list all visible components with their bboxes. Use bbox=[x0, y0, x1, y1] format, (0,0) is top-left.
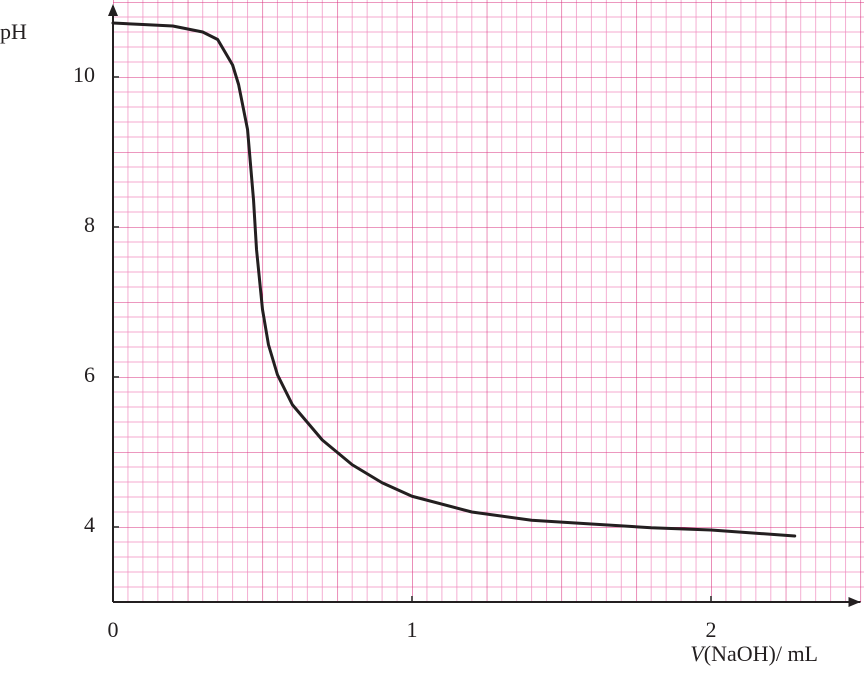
y-tick-label: 4 bbox=[84, 512, 95, 537]
x-tick-label: 1 bbox=[407, 617, 418, 642]
curve bbox=[111, 21, 797, 538]
y-axis-label: pH bbox=[0, 19, 27, 44]
y-tick-label: 10 bbox=[73, 62, 95, 87]
x-axis-symbol: V bbox=[690, 641, 706, 666]
y-tick-label: 8 bbox=[84, 212, 95, 237]
y-axis-arrow bbox=[108, 4, 118, 16]
x-axis-unit: (NaOH)/ mL bbox=[704, 641, 818, 666]
x-tick-label: 2 bbox=[706, 617, 717, 642]
x-axis-label: V(NaOH)/ mL bbox=[690, 641, 818, 666]
y-tick-label: 6 bbox=[84, 362, 95, 387]
graph-paper bbox=[113, 0, 864, 602]
x-axis-arrow bbox=[848, 597, 861, 607]
plot: 0 1 2 4 6 8 10 bbox=[73, 4, 861, 642]
x-tick-label: 0 bbox=[108, 617, 119, 642]
